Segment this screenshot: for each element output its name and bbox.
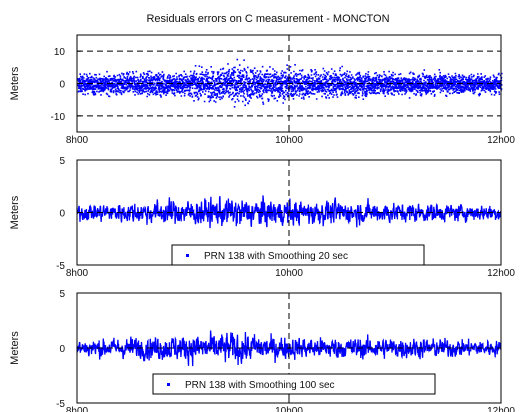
y-tick-label: 0 bbox=[59, 80, 65, 91]
y-axis-label: Meters bbox=[9, 331, 21, 365]
y-tick-label: 5 bbox=[59, 289, 65, 300]
y-tick-label: 0 bbox=[59, 344, 65, 355]
x-tick-label: 8h00 bbox=[66, 406, 89, 412]
x-tick-label: 8h00 bbox=[66, 268, 89, 279]
y-tick-label: -5 bbox=[56, 261, 65, 272]
legend-label: PRN 138 with Smoothing 20 sec bbox=[204, 251, 348, 262]
y-axis-label: Meters bbox=[9, 66, 21, 100]
legend-marker bbox=[186, 254, 189, 257]
legend-box bbox=[171, 244, 425, 266]
x-tick-label: 12h00 bbox=[487, 406, 515, 412]
y-tick-label: -5 bbox=[56, 399, 65, 410]
x-tick-label: 10h00 bbox=[275, 135, 303, 146]
y-tick-label: 10 bbox=[54, 47, 66, 58]
x-tick-label: 10h00 bbox=[275, 268, 303, 279]
panel-1: 8h00 10h00 12h00 -10 0 10 Meters bbox=[9, 34, 515, 146]
panel-2: 8h00 10h00 12h00 -5 0 5 Meters PRN 138 with Smo… bbox=[9, 156, 515, 279]
legend: PRN 138 with Smoothing 100 sec bbox=[152, 373, 436, 395]
x-tick-label: 10h00 bbox=[275, 406, 303, 412]
x-tick-label: 12h00 bbox=[487, 135, 515, 146]
x-tick-label: 8h00 bbox=[66, 135, 89, 146]
panel-3: 8h00 10h00 12h00 -5 0 5 Meters PRN 138 with Smo… bbox=[9, 289, 515, 412]
x-tick-label: 12h00 bbox=[487, 268, 515, 279]
y-tick-label: 5 bbox=[59, 156, 65, 167]
y-axis-label: Meters bbox=[9, 195, 21, 229]
legend: PRN 138 with Smoothing 20 sec bbox=[171, 244, 425, 266]
legend-label: PRN 138 with Smoothing 100 sec bbox=[185, 380, 335, 391]
chart-title: Residuals errors on C measurement - MONC… bbox=[146, 13, 389, 25]
legend-marker bbox=[167, 383, 170, 386]
y-tick-label: 0 bbox=[59, 209, 65, 220]
grid-1 bbox=[76, 35, 502, 132]
legend-box bbox=[152, 373, 436, 395]
y-tick-label: -10 bbox=[51, 112, 66, 123]
